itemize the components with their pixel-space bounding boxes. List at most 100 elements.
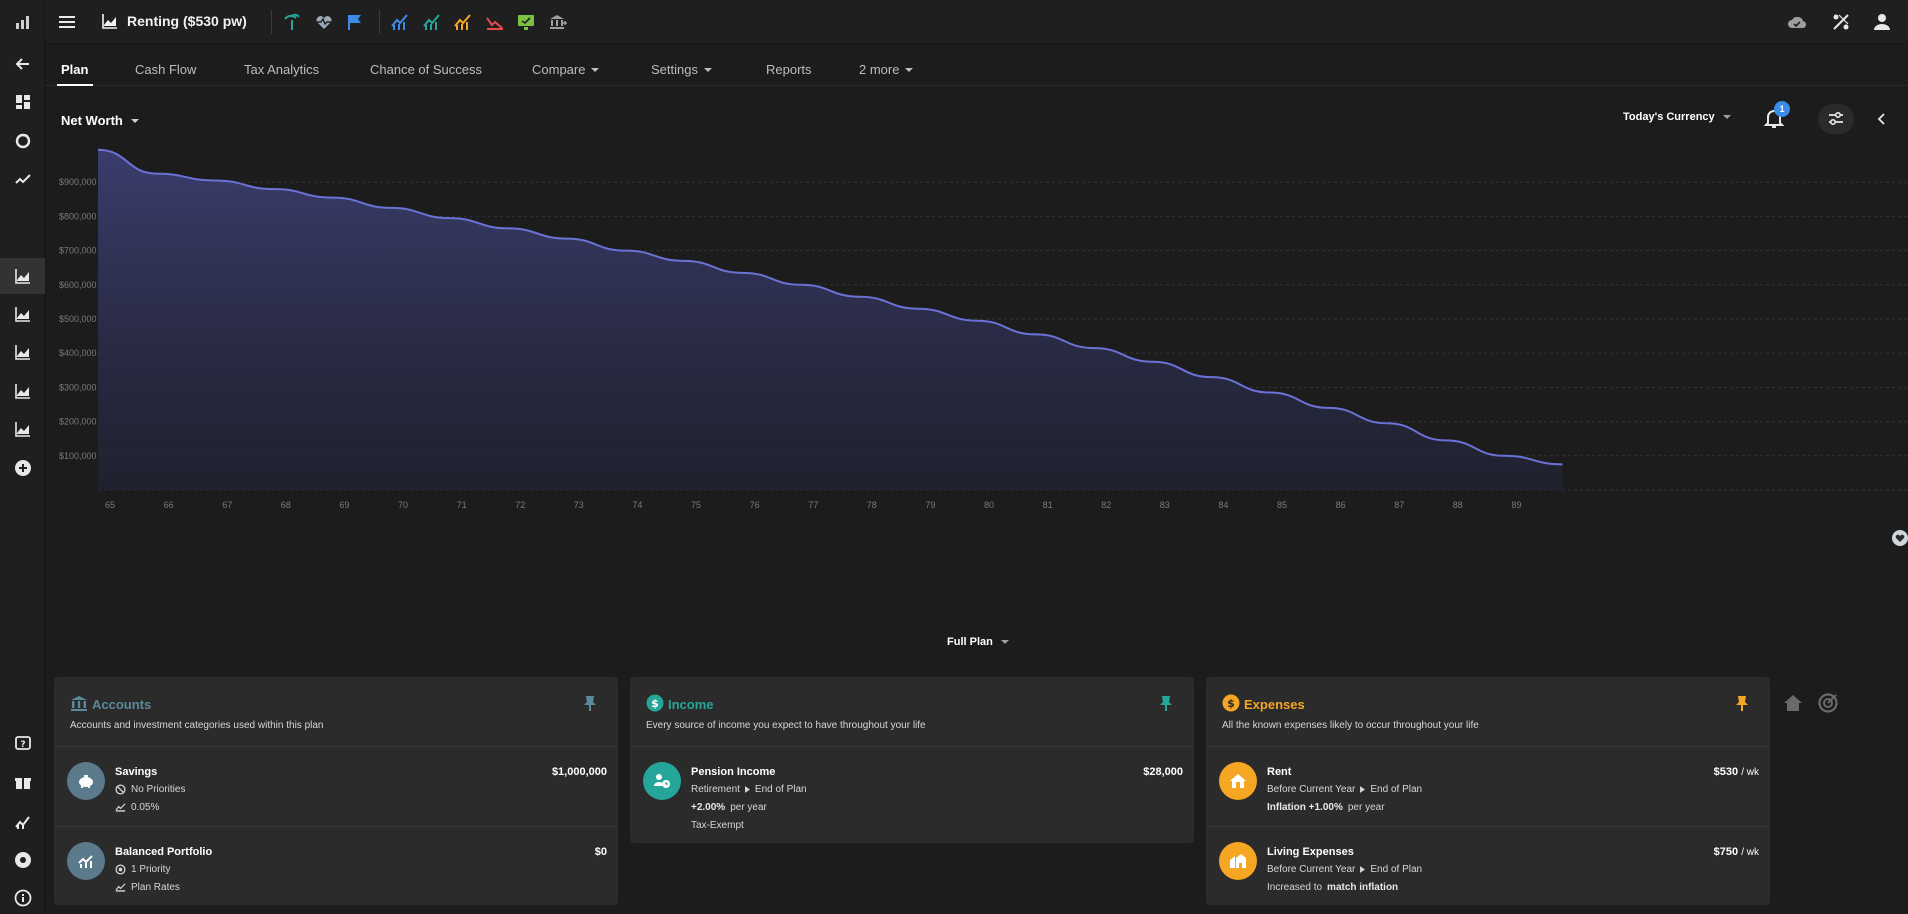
net-worth-line [97, 148, 1563, 466]
growth-blue-icon[interactable] [390, 12, 410, 32]
range-dropdown[interactable]: Full Plan [947, 636, 1009, 648]
expense-name: Rent [1267, 766, 1292, 778]
income-card: $ Income Every source of income you expe… [630, 677, 1194, 843]
growth-orange-icon[interactable] [453, 12, 473, 32]
home-living-icon [1219, 842, 1257, 880]
tab-tax-analytics[interactable]: Tax Analytics [244, 62, 319, 77]
x-tick-label: 69 [339, 500, 349, 510]
growth-icon[interactable] [0, 804, 45, 840]
plan-chart-icon[interactable] [0, 373, 45, 409]
tab-more[interactable]: 2 more [859, 62, 914, 77]
x-tick-label: 88 [1453, 500, 1463, 510]
metric-dropdown[interactable]: Net Worth [61, 113, 139, 128]
growth-green-icon[interactable] [422, 12, 442, 32]
account-row-savings[interactable]: Savings $1,000,000 No Priorities 0.05% [54, 747, 618, 827]
menu-icon[interactable] [57, 12, 77, 32]
tab-label: Reports [766, 62, 812, 77]
help-icon[interactable]: ? [0, 726, 45, 762]
divider [271, 10, 272, 34]
expense-row-rent[interactable]: Rent $530 / wk Before Current Year End o… [1206, 747, 1770, 827]
gift-icon[interactable] [0, 764, 45, 800]
monitor-icon[interactable] [516, 12, 536, 32]
x-tick-label: 84 [1218, 500, 1228, 510]
plan-chart-icon[interactable] [0, 411, 45, 447]
x-tick-label: 66 [164, 500, 174, 510]
tab-cash-flow[interactable]: Cash Flow [135, 62, 196, 77]
dollar-circle-icon: $ [1222, 694, 1240, 712]
active-tab-indicator [57, 84, 93, 86]
chart-options-button[interactable] [1818, 104, 1854, 134]
tab-label: Compare [532, 62, 586, 77]
refresh-icon[interactable] [0, 123, 45, 159]
tab-settings[interactable]: Settings [651, 62, 712, 77]
plan-chart-icon[interactable] [0, 334, 45, 370]
amount-unit: / wk [1741, 767, 1759, 778]
y-tick-label: $400,000 [59, 348, 97, 358]
bank-add-icon[interactable] [548, 12, 568, 32]
rate-text: 0.05% [131, 802, 160, 813]
currency-dropdown[interactable]: Today's Currency [1623, 111, 1731, 123]
x-tick-label: 89 [1511, 500, 1521, 510]
account-row-balanced-portfolio[interactable]: Balanced Portfolio $0 1 Priority Plan Ra… [54, 827, 618, 907]
heart-pulse-icon[interactable] [314, 12, 334, 32]
tab-plan[interactable]: Plan [61, 62, 88, 77]
tab-label: Cash Flow [135, 62, 197, 77]
pin-icon[interactable] [582, 694, 598, 712]
plan-title-text: Renting ($530 pw) [127, 13, 247, 29]
tab-chance-of-success[interactable]: Chance of Success [370, 62, 482, 77]
expenses-description: All the known expenses likely to occur t… [1222, 720, 1479, 731]
y-tick-label: $600,000 [59, 280, 97, 290]
amount-value: $530 [1713, 766, 1739, 778]
pension-clock-icon [643, 762, 681, 800]
x-tick-label: 70 [398, 500, 408, 510]
y-tick-label: $100,000 [59, 451, 97, 461]
percent-slash-icon[interactable] [1830, 11, 1852, 33]
y-tick-label: $800,000 [59, 211, 97, 221]
tab-label: Plan [61, 62, 89, 77]
health-marker-icon[interactable] [1892, 530, 1908, 546]
x-tick-label: 81 [1043, 500, 1053, 510]
inflation-rate: match inflation [1327, 882, 1399, 893]
income-tax-note: Tax-Exempt [691, 820, 744, 831]
home-icon[interactable] [1782, 692, 1804, 714]
account-rate: 0.05% [115, 802, 159, 813]
tab-label: Settings [651, 62, 698, 77]
amount-value: $750 [1713, 846, 1739, 858]
chevron-left-icon[interactable] [1874, 110, 1890, 128]
eye-icon[interactable] [0, 842, 45, 878]
no-entry-icon [115, 784, 126, 795]
add-plan-icon[interactable] [0, 450, 45, 486]
expense-row-living[interactable]: Living Expenses $750 / wk Before Current… [1206, 827, 1770, 907]
x-tick-label: 67 [222, 500, 232, 510]
logo-icon[interactable] [0, 4, 45, 40]
plan-title[interactable]: Renting ($530 pw) [101, 12, 247, 30]
chart-area-icon [102, 14, 117, 29]
bank-icon [71, 696, 87, 711]
house-icon [1219, 762, 1257, 800]
pin-icon[interactable] [1734, 694, 1750, 712]
piggy-bank-icon [67, 762, 105, 800]
trend-icon[interactable] [0, 161, 45, 197]
account-priority: No Priorities [115, 784, 185, 795]
plan-chart-icon-active[interactable] [0, 258, 45, 294]
flag-icon[interactable] [345, 12, 365, 32]
priority-text: 1 Priority [131, 864, 171, 875]
x-tick-label: 83 [1160, 500, 1170, 510]
net-worth-chart: $100,000 $200,000 $300,000 $400,000 $500,000… [59, 148, 1908, 546]
tab-reports[interactable]: Reports [766, 62, 812, 77]
pin-icon[interactable] [1158, 694, 1174, 712]
goal-target-icon[interactable] [1817, 692, 1839, 714]
plan-chart-icon[interactable] [0, 296, 45, 332]
dashboard-icon[interactable] [0, 84, 45, 120]
tab-label: 2 more [859, 62, 900, 77]
tab-compare[interactable]: Compare [532, 62, 600, 77]
svg-text:?: ? [20, 740, 25, 750]
info-icon[interactable] [0, 880, 45, 914]
income-row-pension[interactable]: Pension Income $28,000 Retirement End of… [630, 747, 1194, 842]
stress-test-icon[interactable] [485, 12, 505, 32]
account-rate: Plan Rates [115, 882, 180, 893]
back-arrow-icon[interactable] [0, 46, 45, 82]
palm-tree-icon[interactable] [282, 12, 302, 32]
cloud-sync-icon[interactable] [1786, 11, 1808, 33]
user-icon[interactable] [1871, 11, 1893, 33]
